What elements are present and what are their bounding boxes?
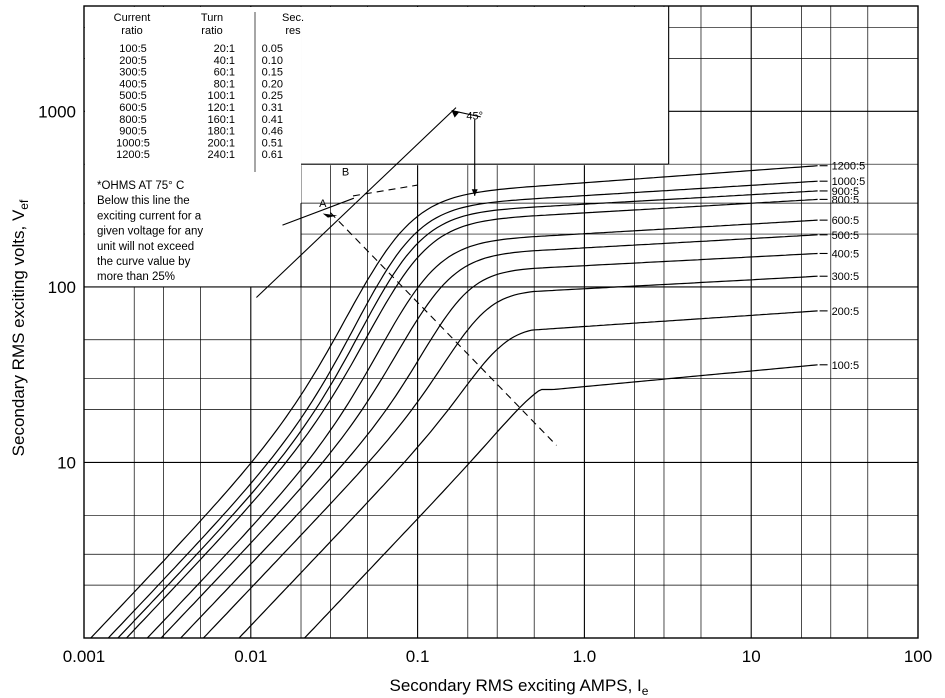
plot-frame (83, 5, 919, 639)
knee-45-degree-line (256, 107, 457, 298)
table-cell: 160:1 (207, 114, 235, 126)
curve-500-5 (160, 234, 818, 639)
table-cell: 1200:5 (116, 149, 150, 161)
note-line: given voltage for any (97, 226, 203, 238)
note-line: Below this line the (97, 195, 190, 207)
table-cell: 900:5 (119, 126, 147, 138)
auxiliary-lines (256, 107, 557, 446)
table-cell: 0.05 (262, 43, 283, 55)
excitation-curves (90, 165, 818, 639)
note-line: *OHMS AT 75° C (97, 180, 184, 192)
curve-400-5 (180, 252, 818, 639)
table-cell: 0.10 (262, 55, 283, 67)
table-cell: 0.15 (262, 67, 283, 79)
x-tick-label: 10 (742, 647, 761, 666)
table-cell: 20:1 (214, 43, 235, 55)
curve-label-900-5: 900:5 (832, 186, 860, 198)
curve-900-5 (117, 190, 818, 639)
table-cell: 240:1 (207, 149, 235, 161)
table-cell: 0.46 (262, 126, 283, 138)
angle-arrow-head (451, 110, 460, 118)
table-cell: 200:1 (207, 137, 235, 149)
table-cell: 800:5 (119, 114, 147, 126)
curve-label-500-5: 500:5 (832, 230, 860, 242)
curve-100-5 (304, 364, 818, 639)
table-header: ratio (201, 25, 222, 37)
table-cell: 120:1 (207, 102, 235, 114)
curve-label-100-5: 100:5 (832, 360, 860, 372)
curve-label-300-5: 300:5 (832, 271, 860, 283)
table-cell: 40:1 (214, 55, 235, 67)
y-tick-label: 10 (57, 453, 76, 472)
curve-label-600-5: 600:5 (832, 215, 860, 227)
note-line: the curve value by (97, 256, 191, 268)
note-line: exciting current for a (97, 210, 202, 222)
table-cell: 200:5 (119, 55, 147, 67)
x-tick-label: 100 (904, 647, 932, 666)
curve-label-800-5: 800:5 (832, 194, 860, 206)
point-b-dashed-tangent (352, 184, 418, 197)
table-cell: 0.61 (262, 149, 283, 161)
table-cell: 100:1 (207, 90, 235, 102)
curve-1200-5 (90, 165, 818, 639)
table-cell: 1000:5 (116, 137, 150, 149)
x-tick-label: 0.1 (406, 647, 430, 666)
curve-label-1200-5: 1200:5 (832, 161, 866, 173)
table-cell: 180:1 (207, 126, 235, 138)
x-tick-label: 1.0 (573, 647, 597, 666)
table-cell: 0.31 (262, 102, 283, 114)
table-header: res (285, 25, 301, 37)
upper-area-background (301, 7, 669, 166)
table-cell: 500:5 (119, 90, 147, 102)
table-cell: 0.51 (262, 137, 283, 149)
curve-labels: 100:5 200:5 300:5 400:5 500:5 600:5 800:5900:5… (819, 161, 866, 372)
curve-1000-5 (107, 180, 818, 639)
note-line: more than 25% (97, 271, 175, 283)
x-tick-label: 0.001 (63, 647, 106, 666)
curve-label-200-5: 200:5 (832, 306, 860, 318)
annotation-label: B (342, 167, 349, 179)
annotations: A B 45° (319, 110, 483, 210)
table-cell: 0.25 (262, 90, 283, 102)
annotation-label: 45° (466, 110, 483, 122)
table-box-background (85, 7, 302, 287)
table-cell: 100:5 (119, 43, 147, 55)
table-header: Turn (201, 12, 223, 24)
table-cell: 0.41 (262, 114, 283, 126)
curve-label-1000-5: 1000:5 (832, 176, 866, 188)
annotation-label: A (319, 198, 327, 210)
note-text: *OHMS AT 75° C Below this line the excitin… (97, 180, 203, 283)
curve-200-5 (238, 310, 818, 639)
table-header: ratio (121, 25, 142, 37)
note-line: unit will not exceed (97, 241, 194, 253)
curve-label-400-5: 400:5 (832, 248, 860, 260)
curve-600-5 (146, 219, 818, 639)
knee-dashed-locus (330, 212, 557, 446)
table-cell: 60:1 (214, 67, 235, 79)
table-cell: 300:5 (119, 67, 147, 79)
table-cell: 400:5 (119, 78, 147, 90)
y-tick-label: 1000 (38, 102, 76, 121)
table-background (84, 6, 670, 288)
table-cell: 80:1 (214, 78, 235, 90)
table-header: Sec. (282, 12, 304, 24)
curve-300-5 (202, 275, 818, 639)
y-tick-label: 100 (48, 278, 76, 297)
table-cell: 0.20 (262, 78, 283, 90)
x-tick-label: 0.01 (234, 647, 267, 666)
point-a-arrow (322, 213, 338, 218)
table-cell: 600:5 (119, 102, 147, 114)
x-axis-label: Secondary RMS exciting AMPS, Ie (390, 676, 649, 698)
table-header: Current (114, 12, 151, 24)
limit-line (282, 197, 355, 226)
tick-labels: 0.001 0.01 0.1 1.0 10 100 10 100 1000 (38, 102, 932, 666)
y-axis-label: Secondary RMS exciting volts, Vef (9, 199, 31, 456)
curve-800-5 (126, 198, 818, 639)
